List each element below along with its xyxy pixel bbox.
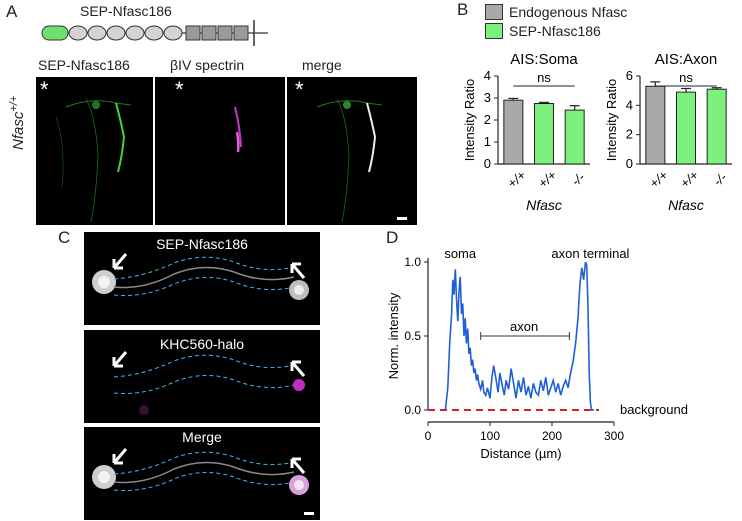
x-tick-label: +/+	[677, 167, 701, 191]
legend-swatch-endogenous	[485, 4, 503, 20]
significance-label: ns	[537, 70, 551, 85]
image-title-c-sep: SEP-Nfasc186	[156, 236, 248, 252]
bar	[675, 91, 697, 165]
chart-title: AIS:Axon	[655, 51, 718, 68]
y-axis-label: Intensity Ratio	[604, 79, 619, 161]
y-axis-label: Norm. intensity	[386, 292, 401, 379]
y-tick-label: 3	[484, 90, 491, 105]
bar	[503, 99, 524, 165]
x-tick-label: +/+	[505, 167, 529, 191]
gfp-domain	[41, 25, 69, 41]
asterisk-marker: *	[295, 77, 304, 102]
micrograph-c-merge: Merge	[84, 427, 320, 520]
micrograph-merge-a: *	[287, 77, 417, 225]
legend-label-sep: SEP-Nfasc186	[509, 23, 601, 39]
annotation-axon: axon	[510, 319, 538, 334]
significance-label: ns	[679, 70, 693, 85]
x-tick-label: -/-	[568, 169, 588, 189]
arrow-icon	[290, 262, 306, 279]
x-axis-label: Distance (µm)	[480, 446, 561, 461]
image-title-merge: merge	[302, 57, 342, 73]
genotype-label-a: Nfasc+/+	[8, 96, 27, 150]
bar	[706, 88, 727, 165]
x-tick-label: 300	[604, 429, 624, 443]
y-tick-label: 0.5	[404, 329, 421, 343]
panel-letter-a: A	[6, 2, 18, 21]
bar-chart-ais-axon: AIS:Axon 0 2 4 6 Intensity Ratio +/+ +/+ -/- ns Nf…	[604, 51, 732, 213]
chart-title: AIS:Soma	[510, 51, 578, 68]
x-axis-label: Nfasc	[526, 197, 562, 213]
asterisk-marker: *	[175, 77, 184, 102]
annotation-soma: soma	[444, 246, 477, 261]
scale-bar	[304, 512, 314, 515]
construct-label: SEP-Nfasc186	[80, 3, 172, 19]
x-tick-label: +/+	[535, 167, 559, 191]
fn-domain	[201, 25, 217, 41]
arrow-icon	[112, 253, 128, 270]
x-tick-label: 100	[480, 429, 500, 443]
x-axis-label: Nfasc	[668, 197, 704, 213]
arrow-icon	[112, 351, 128, 368]
y-tick-label: 0	[626, 156, 633, 171]
fn-domain	[233, 25, 249, 41]
bar	[645, 85, 666, 165]
fn-domain	[217, 25, 233, 41]
ig-domain	[68, 25, 88, 41]
x-tick-label: 200	[542, 429, 562, 443]
ig-domain	[106, 25, 126, 41]
bar	[533, 103, 555, 165]
bar-chart-ais-soma: AIS:Soma 0 1 2 3 4 Intensity Ratio +/+ +/+ -/- ns N…	[462, 51, 590, 213]
y-tick-label: 6	[626, 68, 633, 83]
intensity-line	[444, 261, 595, 411]
fn-domain	[185, 25, 201, 41]
construct-schematic	[41, 20, 268, 46]
y-tick-label: 4	[484, 68, 491, 83]
image-title-c-merge: Merge	[182, 429, 222, 445]
scale-bar	[397, 217, 407, 220]
panel-letter-b: B	[457, 0, 469, 19]
x-tick-label: -/-	[710, 169, 730, 189]
legend-b: Endogenous Nfasc SEP-Nfasc186	[485, 4, 627, 39]
ig-domain	[125, 25, 145, 41]
y-axis-label: Intensity Ratio	[462, 79, 477, 161]
image-title-beta-iv: βIV spectrin	[170, 57, 245, 73]
line-chart-intensity: 0.0 0.5 1.0 0 100 200 300 Norm. intensity Distan…	[386, 246, 688, 461]
y-tick-label: 0	[484, 156, 491, 171]
arrow-icon	[290, 457, 306, 474]
y-tick-label: 0.0	[404, 403, 421, 417]
panel-letter-c: C	[58, 228, 71, 247]
ig-domain	[144, 25, 164, 41]
x-tick-label: 0	[425, 429, 432, 443]
arrow-icon	[112, 448, 128, 465]
x-tick-label: +/+	[647, 167, 671, 191]
micrograph-c-khc: KHC560-halo	[84, 330, 320, 423]
panel-letter-d: D	[386, 228, 399, 247]
y-tick-label: 2	[484, 112, 491, 127]
asterisk-marker: *	[40, 77, 49, 102]
legend-swatch-sep	[485, 23, 503, 39]
y-tick-label: 1	[484, 134, 491, 149]
legend-label-endogenous: Endogenous Nfasc	[509, 4, 628, 20]
genotype-superscript: +/+	[8, 95, 20, 112]
micrograph-c-sep: SEP-Nfasc186	[84, 232, 320, 325]
y-tick-label: 4	[626, 97, 633, 112]
ig-domain	[163, 25, 183, 41]
image-title-sep: SEP-Nfasc186	[38, 57, 130, 73]
micrograph-beta-iv-spectrin: *	[155, 77, 285, 225]
annotation-background: background	[620, 402, 688, 417]
ig-domain	[87, 25, 107, 41]
micrograph-sep-nfasc186: *	[36, 77, 153, 225]
y-tick-label: 1.0	[404, 255, 421, 269]
genotype-text: Nfasc	[10, 111, 27, 150]
image-title-c-khc: KHC560-halo	[159, 336, 245, 352]
annotation-axon-terminal: axon terminal	[551, 246, 629, 261]
bar	[564, 109, 585, 165]
y-tick-label: 2	[626, 127, 633, 142]
arrow-icon	[290, 360, 306, 377]
